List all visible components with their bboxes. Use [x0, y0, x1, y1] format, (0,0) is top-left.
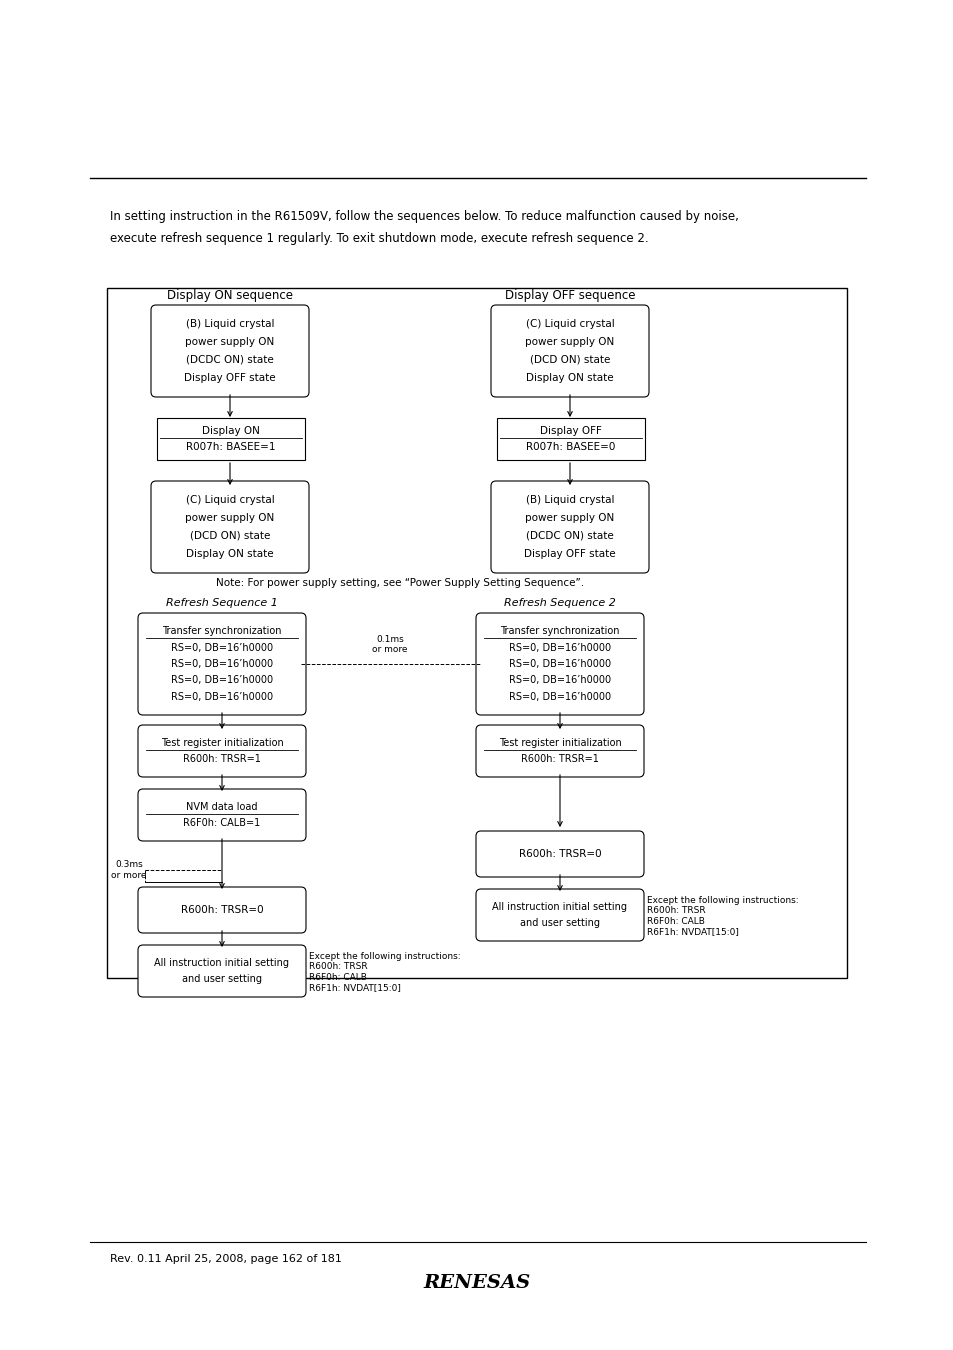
Text: Transfer synchronization: Transfer synchronization [162, 626, 281, 636]
Text: (DCDC ON) state: (DCDC ON) state [525, 531, 613, 541]
Text: R007h: BASEE=1: R007h: BASEE=1 [186, 441, 275, 452]
Text: RS=0, DB=16’h0000: RS=0, DB=16’h0000 [508, 643, 611, 652]
Text: Rev. 0.11 April 25, 2008, page 162 of 181: Rev. 0.11 April 25, 2008, page 162 of 18… [110, 1254, 341, 1264]
Text: Note: For power supply setting, see “Power Supply Setting Sequence”.: Note: For power supply setting, see “Pow… [215, 578, 583, 589]
Text: power supply ON: power supply ON [185, 513, 274, 522]
Text: (B) Liquid crystal: (B) Liquid crystal [525, 495, 614, 505]
Text: execute refresh sequence 1 regularly. To exit shutdown mode, execute refresh seq: execute refresh sequence 1 regularly. To… [110, 232, 648, 244]
Text: Refresh Sequence 2: Refresh Sequence 2 [503, 598, 616, 608]
Text: In setting instruction in the R61509V, follow the sequences below. To reduce mal: In setting instruction in the R61509V, f… [110, 211, 739, 223]
Text: Display ON state: Display ON state [186, 549, 274, 559]
FancyBboxPatch shape [476, 890, 643, 941]
Text: All instruction initial setting: All instruction initial setting [492, 902, 627, 913]
FancyBboxPatch shape [151, 305, 309, 397]
Text: Transfer synchronization: Transfer synchronization [499, 626, 619, 636]
FancyBboxPatch shape [491, 481, 648, 572]
Text: RS=0, DB=16’h0000: RS=0, DB=16’h0000 [171, 675, 273, 686]
Text: Display OFF sequence: Display OFF sequence [504, 289, 635, 302]
Text: Test register initialization: Test register initialization [498, 738, 620, 748]
Text: NVM data load: NVM data load [186, 802, 257, 811]
Text: and user setting: and user setting [519, 918, 599, 927]
Text: R6F0h: CALB=1: R6F0h: CALB=1 [183, 818, 260, 828]
Text: (B) Liquid crystal: (B) Liquid crystal [186, 319, 274, 329]
FancyBboxPatch shape [491, 305, 648, 397]
Text: RS=0, DB=16’h0000: RS=0, DB=16’h0000 [171, 659, 273, 670]
Text: RENESAS: RENESAS [423, 1274, 530, 1292]
Text: RS=0, DB=16’h0000: RS=0, DB=16’h0000 [508, 659, 611, 670]
Text: R007h: BASEE=0: R007h: BASEE=0 [526, 441, 615, 452]
Text: power supply ON: power supply ON [525, 338, 614, 347]
FancyBboxPatch shape [476, 832, 643, 878]
FancyBboxPatch shape [476, 613, 643, 716]
Text: R600h: TRSR=0: R600h: TRSR=0 [180, 904, 263, 915]
FancyBboxPatch shape [138, 887, 306, 933]
FancyBboxPatch shape [138, 945, 306, 998]
Text: RS=0, DB=16’h0000: RS=0, DB=16’h0000 [171, 691, 273, 702]
Text: (DCD ON) state: (DCD ON) state [529, 355, 610, 364]
Text: (DCDC ON) state: (DCDC ON) state [186, 355, 274, 364]
Bar [107, 288, 846, 977]
Text: Except the following instructions:
R600h: TRSR
R6F0h: CALB
R6F1h: NVDAT[15:0]: Except the following instructions: R600h… [646, 896, 798, 936]
FancyBboxPatch shape [138, 788, 306, 841]
Text: RS=0, DB=16’h0000: RS=0, DB=16’h0000 [508, 675, 611, 686]
Text: R600h: TRSR=1: R600h: TRSR=1 [520, 755, 598, 764]
Text: and user setting: and user setting [182, 973, 262, 984]
Text: (DCD ON) state: (DCD ON) state [190, 531, 270, 541]
Text: (C) Liquid crystal: (C) Liquid crystal [186, 495, 274, 505]
Text: (C) Liquid crystal: (C) Liquid crystal [525, 319, 614, 329]
FancyBboxPatch shape [476, 725, 643, 778]
Text: Display ON sequence: Display ON sequence [167, 289, 293, 302]
Text: Display ON state: Display ON state [526, 373, 613, 383]
Text: Display OFF state: Display OFF state [184, 373, 275, 383]
Text: Display OFF state: Display OFF state [523, 549, 616, 559]
FancyBboxPatch shape [138, 613, 306, 716]
Text: Display ON: Display ON [202, 427, 259, 436]
Text: Refresh Sequence 1: Refresh Sequence 1 [166, 598, 277, 608]
Text: Except the following instructions:
R600h: TRSR
R6F0h: CALB
R6F1h: NVDAT[15:0]: Except the following instructions: R600h… [309, 952, 460, 992]
Text: power supply ON: power supply ON [185, 338, 274, 347]
FancyBboxPatch shape [151, 481, 309, 572]
Bar [157, 418, 305, 460]
Text: All instruction initial setting: All instruction initial setting [154, 958, 289, 968]
Text: 0.3ms
or more: 0.3ms or more [112, 860, 147, 880]
Text: RS=0, DB=16’h0000: RS=0, DB=16’h0000 [508, 691, 611, 702]
Text: RS=0, DB=16’h0000: RS=0, DB=16’h0000 [171, 643, 273, 652]
FancyBboxPatch shape [138, 725, 306, 778]
Text: R600h: TRSR=1: R600h: TRSR=1 [183, 755, 261, 764]
Text: 0.1ms
or more: 0.1ms or more [372, 634, 407, 653]
Text: R600h: TRSR=0: R600h: TRSR=0 [518, 849, 600, 859]
Text: power supply ON: power supply ON [525, 513, 614, 522]
Bar [497, 418, 644, 460]
Text: Test register initialization: Test register initialization [160, 738, 283, 748]
Text: Display OFF: Display OFF [539, 427, 601, 436]
